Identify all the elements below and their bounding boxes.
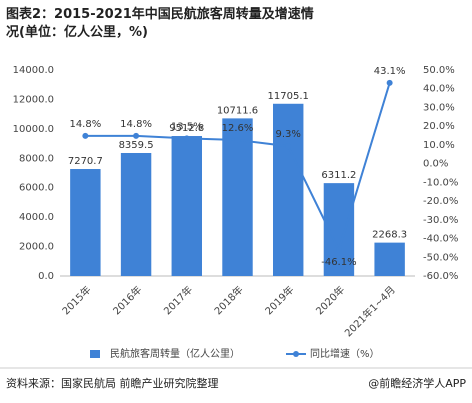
y2-tick-label: -30.0% <box>423 215 458 226</box>
bar-value-label: 7270.7 <box>68 156 103 167</box>
x-tick-label: 2018年 <box>211 283 245 317</box>
y2-tick-label: -10.0% <box>423 177 458 188</box>
line-value-label: 12.6% <box>222 123 254 134</box>
legend-swatch <box>293 351 299 357</box>
legend-swatch <box>90 350 100 358</box>
y-tick-label: 14000.0 <box>13 65 54 76</box>
x-tick-label: 2020年 <box>313 283 347 317</box>
x-tick-label: 2016年 <box>110 283 144 317</box>
x-tick-label: 2015年 <box>59 283 93 317</box>
bar-value-label: 8359.5 <box>119 140 154 151</box>
line-point <box>82 132 89 139</box>
y-tick-label: 12000.0 <box>13 94 54 105</box>
line-point <box>234 137 241 144</box>
x-tick-label: 2019年 <box>262 283 296 317</box>
bar <box>374 242 405 276</box>
line-point <box>386 79 393 86</box>
y-tick-label: 6000.0 <box>19 183 54 194</box>
bar <box>120 152 152 276</box>
line-point <box>335 246 342 253</box>
y-tick-label: 8000.0 <box>19 153 54 164</box>
bar <box>222 118 253 276</box>
y-tick-label: 0.0 <box>38 271 54 282</box>
bar-value-label: 9512.8 <box>169 123 204 134</box>
line-value-label: 9.3% <box>276 129 301 140</box>
bar-value-label: 10711.6 <box>217 105 258 116</box>
y-tick-label: 2000.0 <box>19 242 54 253</box>
source: 资料来源：国家民航局 前瞻产业研究院整理 <box>6 376 219 390</box>
y2-tick-label: 40.0% <box>423 84 455 95</box>
y2-tick-label: 20.0% <box>423 121 455 132</box>
y2-tick-label: 30.0% <box>423 102 455 113</box>
x-tick-label: 2021年1~4月 <box>342 283 398 339</box>
bar-value-label: 6311.2 <box>321 170 356 181</box>
y2-tick-label: -20.0% <box>423 196 458 207</box>
y-tick-label: 4000.0 <box>19 212 54 223</box>
bar <box>70 169 101 276</box>
line-value-label: 14.8% <box>120 119 152 130</box>
y2-tick-label: 50.0% <box>423 65 455 76</box>
watermark: @前瞻经济学人APP <box>368 376 466 390</box>
legend-label: 民航旅客周转量（亿人公里） <box>110 347 240 360</box>
bar <box>171 136 202 276</box>
line-point <box>133 132 140 139</box>
y2-tick-label: -60.0% <box>423 271 458 282</box>
line-value-label: -46.1% <box>321 257 356 268</box>
line-value-label: 43.1% <box>374 66 406 77</box>
bar-value-label: 11705.1 <box>268 91 309 102</box>
y2-tick-label: 0.0% <box>423 159 448 170</box>
y2-tick-label: -40.0% <box>423 234 458 245</box>
bar <box>273 103 304 276</box>
y2-tick-label: -50.0% <box>423 252 458 263</box>
chart-title: 图表2：2015-2021年中国民航旅客周转量及增速情况(单位：亿人公里，%) <box>6 7 314 40</box>
line-point <box>285 143 292 150</box>
line-point <box>183 135 190 142</box>
x-tick-label: 2017年 <box>161 283 195 317</box>
y-tick-label: 10000.0 <box>13 124 54 135</box>
line-value-label: 14.8% <box>69 119 101 130</box>
legend-label: 同比增速（%） <box>310 347 380 360</box>
bar-value-label: 2268.3 <box>372 230 407 241</box>
line-value-label: 13.5% <box>171 121 203 132</box>
y2-tick-label: 10.0% <box>423 140 455 151</box>
